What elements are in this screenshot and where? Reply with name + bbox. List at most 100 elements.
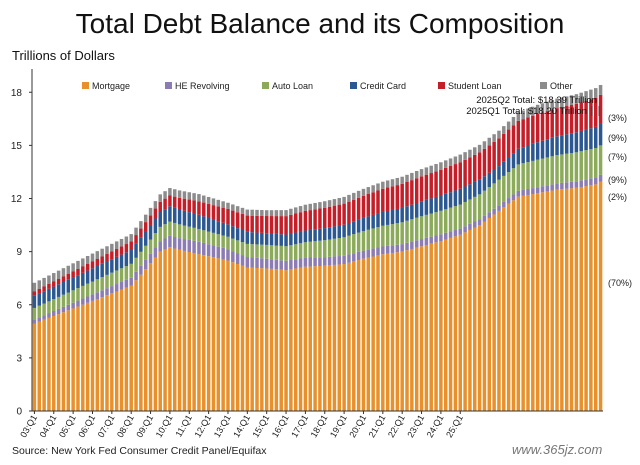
bar-segment-student-loan (526, 117, 530, 146)
bar-segment-auto-loan (32, 307, 37, 320)
bar-segment-auto-loan (381, 225, 385, 247)
bar-segment-auto-loan (206, 231, 211, 245)
bar-segment-other (245, 209, 250, 216)
bar-segment-auto-loan (347, 235, 351, 255)
bar-segment-he-revolving (332, 256, 337, 265)
bar-segment-auto-loan (531, 160, 535, 189)
bar-segment-other (429, 165, 433, 174)
bar-segment-credit-card (521, 147, 525, 164)
bar-segment-he-revolving (255, 257, 259, 269)
bar-segment-student-loan (410, 180, 414, 205)
bar-segment-other (61, 268, 66, 277)
bar-segment-auto-loan (545, 157, 550, 186)
bar-segment-student-loan (279, 216, 283, 235)
bar-segment-he-revolving (594, 177, 598, 185)
bar-segment-other (298, 206, 303, 213)
bar-segment-auto-loan (119, 268, 124, 282)
bar-segment-other (385, 180, 390, 188)
bar-segment-auto-loan (410, 219, 414, 242)
x-tick-label: 22:Q1 (386, 413, 407, 439)
bar-segment-other (318, 202, 322, 209)
bar-segment-other (511, 117, 516, 126)
bar-segment-mortgage (32, 323, 37, 411)
bar-segment-credit-card (371, 214, 375, 229)
bar-segment-he-revolving (182, 239, 187, 251)
bar-segment-other (376, 183, 380, 191)
bar-segment-mortgage (100, 297, 104, 411)
bar-segment-student-loan (323, 207, 327, 229)
x-tick-label: 16:Q1 (270, 413, 291, 439)
bar-segment-credit-card (443, 193, 448, 210)
bar-segment-student-loan (168, 195, 172, 207)
bar-segment-he-revolving (289, 260, 293, 270)
bar-segment-he-revolving (105, 288, 109, 296)
bar-segment-auto-loan (269, 245, 274, 260)
annotation-previous-total: 2025Q1 Total: $18.20 Trillion (466, 106, 587, 117)
bar-segment-mortgage (221, 259, 225, 411)
bar-segment-other (187, 192, 191, 200)
bar-segment-student-loan (187, 199, 191, 213)
bar-segment-auto-loan (182, 225, 187, 240)
bar-segment-credit-card (197, 214, 201, 229)
bar-segment-credit-card (240, 230, 245, 243)
bar-segment-he-revolving (453, 230, 458, 237)
bar-segment-student-loan (206, 203, 211, 218)
bar-segment-auto-loan (235, 240, 240, 254)
bar-segment-he-revolving (211, 245, 216, 258)
x-tick-label: 15:Q1 (250, 413, 271, 439)
bar-segment-student-loan (173, 196, 177, 208)
bar-segment-credit-card (400, 207, 404, 223)
bar-segment-student-loan (66, 273, 71, 280)
bar-segment-student-loan (468, 157, 472, 185)
bar-segment-mortgage (255, 268, 259, 411)
bar-segment-mortgage (337, 264, 342, 411)
bar-segment-student-loan (216, 206, 221, 222)
bar-segment-he-revolving (318, 257, 322, 267)
bar-segment-auto-loan (90, 281, 95, 295)
bar-segment-auto-loan (61, 294, 66, 307)
bar-segment-he-revolving (361, 250, 366, 259)
bar-segment-other (352, 192, 356, 200)
bar-segment-he-revolving (550, 184, 554, 191)
bar-segment-student-loan (589, 99, 593, 129)
legend-label: Credit Card (360, 81, 406, 91)
bar-segment-other (231, 204, 235, 211)
bar-segment-auto-loan (361, 231, 366, 251)
bar-segment-he-revolving (226, 249, 230, 261)
bar-segment-other (463, 152, 467, 160)
bar-segment-student-loan (482, 148, 487, 177)
bar-segment-student-loan (114, 249, 119, 257)
bar-segment-credit-card (594, 126, 598, 149)
bar-segment-auto-loan (100, 277, 104, 291)
bar-segment-student-loan (429, 173, 433, 199)
bar-segment-auto-loan (555, 155, 559, 184)
bar-segment-mortgage (453, 236, 458, 411)
bar-segment-other (594, 88, 598, 98)
bar-segment-credit-card (487, 172, 492, 188)
bar-segment-mortgage (56, 314, 61, 411)
bar-segment-student-loan (293, 213, 298, 233)
bar-segment-he-revolving (143, 259, 148, 270)
x-tick-label: 07:Q1 (96, 413, 117, 439)
bar-segment-other (134, 227, 138, 236)
bar-segment-auto-loan (264, 244, 269, 259)
bar-segment-mortgage (293, 268, 298, 411)
bar-segment-mortgage (274, 269, 279, 411)
bar-segment-auto-loan (385, 224, 390, 246)
bar-segment-student-loan (564, 106, 569, 135)
bar-segment-other (163, 191, 167, 199)
bar-segment-he-revolving (492, 208, 496, 215)
bar-segment-student-loan (584, 100, 588, 130)
bar-segment-mortgage (526, 194, 530, 411)
bar-segment-credit-card (279, 234, 283, 246)
bar-segment-mortgage (429, 243, 433, 411)
bar-segment-credit-card (473, 181, 477, 197)
bar-segment-student-loan (47, 283, 51, 289)
bar-segment-student-loan (274, 216, 279, 234)
bar-segment-auto-loan (105, 274, 109, 289)
bar-segment-he-revolving (134, 271, 138, 281)
bar-segment-auto-loan (148, 239, 153, 254)
bar-segment-auto-loan (274, 245, 279, 260)
bar-segment-student-loan (555, 108, 559, 137)
bar-segment-other (482, 141, 487, 149)
